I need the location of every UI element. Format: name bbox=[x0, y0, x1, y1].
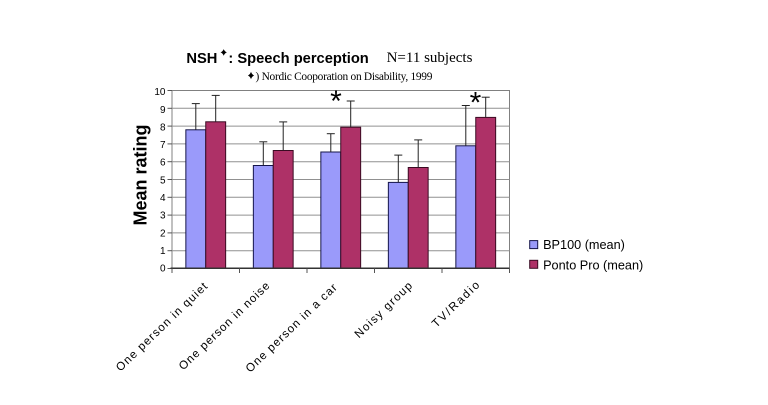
svg-text:) Nordic Cooporation on Disabi: ) Nordic Cooporation on Disability, 1999 bbox=[256, 71, 433, 83]
svg-text:Ponto Pro (mean): Ponto Pro (mean) bbox=[543, 258, 643, 272]
svg-text:7: 7 bbox=[160, 140, 166, 151]
svg-text:N=11 subjects: N=11 subjects bbox=[387, 50, 473, 66]
svg-text:3: 3 bbox=[160, 211, 166, 222]
svg-text:Mean rating: Mean rating bbox=[131, 124, 151, 225]
svg-text:5: 5 bbox=[160, 175, 166, 186]
svg-text:1: 1 bbox=[160, 246, 166, 257]
svg-text:6: 6 bbox=[160, 158, 166, 169]
svg-text:0: 0 bbox=[160, 264, 166, 275]
svg-text:BP100 (mean): BP100 (mean) bbox=[543, 238, 625, 252]
svg-text:4: 4 bbox=[160, 193, 166, 204]
svg-text:*: * bbox=[330, 85, 342, 118]
svg-text:NSH: NSH bbox=[186, 51, 217, 67]
svg-text:10: 10 bbox=[154, 87, 166, 98]
svg-text:*: * bbox=[470, 87, 482, 120]
svg-text:8: 8 bbox=[160, 122, 166, 133]
svg-text:2: 2 bbox=[160, 228, 166, 239]
svg-text:: Speech perception: : Speech perception bbox=[228, 51, 368, 67]
svg-text:9: 9 bbox=[160, 105, 166, 116]
